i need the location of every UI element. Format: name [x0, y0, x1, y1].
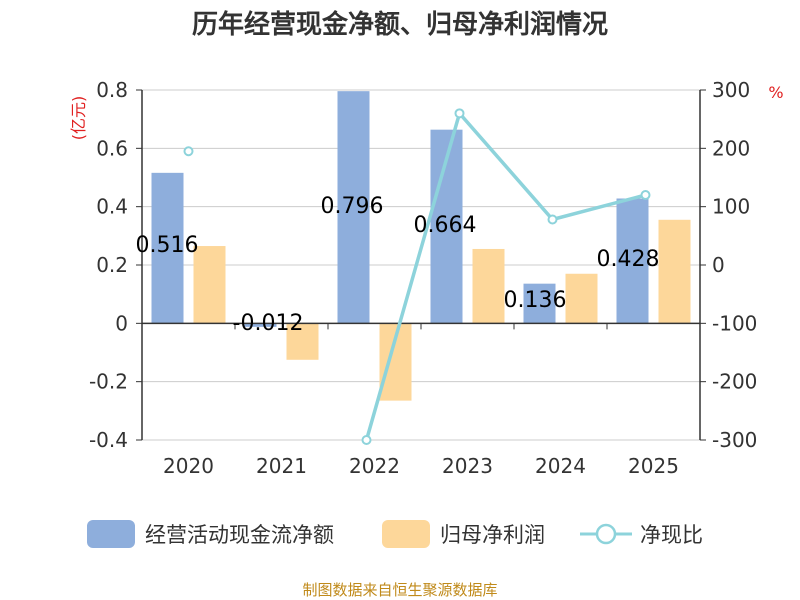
source-note: 制图数据来自恒生聚源数据库 — [302, 581, 497, 599]
ratio-polyline — [364, 109, 646, 441]
bar-经营活动现金流净额-2022 — [337, 91, 370, 324]
axes — [141, 90, 701, 440]
bar-归母净利润-2020 — [193, 246, 226, 324]
data-label-2025: 0.428 — [597, 247, 660, 272]
left-tick-label: 0.2 — [96, 253, 128, 277]
x-label-2022: 2022 — [349, 454, 400, 478]
x-label-2023: 2023 — [442, 454, 493, 478]
bar-经营活动现金流净额-2021 — [244, 323, 277, 327]
data-label-2021: -0.012 — [233, 311, 304, 336]
right-tick-label: -100 — [712, 311, 757, 335]
right-axis-unit: % — [768, 83, 783, 102]
data-label-2024: 0.136 — [504, 288, 567, 313]
x-axis-labels: 2020 2021 2022 2023 2024 2025 — [163, 454, 679, 478]
bar-经营活动现金流净额-2025 — [616, 198, 649, 324]
bar-归母净利润-2025 — [658, 219, 691, 324]
bar-经营活动现金流净额-2024 — [523, 283, 556, 324]
right-tick-label: 100 — [712, 195, 750, 219]
ratio-point-2024 — [547, 214, 558, 225]
right-tick-label: 200 — [712, 136, 750, 160]
data-label-2022: 0.796 — [321, 194, 384, 219]
ratio-point-2025 — [640, 190, 651, 200]
x-label-2025: 2025 — [628, 454, 679, 478]
right-tick-label: 300 — [712, 78, 750, 102]
right-tick-label: 0 — [712, 253, 725, 277]
left-tick-label: -0.4 — [89, 428, 128, 452]
data-labels: 0.516 -0.012 0.796 0.664 0.136 0.428 — [136, 194, 660, 336]
right-tick-label: -200 — [712, 370, 757, 394]
right-tick-label: -300 — [712, 428, 757, 452]
legend: 经营活动现金流净额 归母净利润 净现比 — [87, 520, 703, 548]
ratio-point-2023 — [454, 108, 465, 119]
chart-title: 历年经营现金净额、归母净利润情况 — [192, 9, 608, 40]
left-axis-unit: (亿元) — [69, 96, 88, 141]
x-label-2020: 2020 — [163, 454, 214, 478]
ratio-point-2022 — [361, 435, 372, 445]
x-label-2021: 2021 — [256, 454, 307, 478]
bars — [151, 91, 691, 401]
ratio-point-2020 — [183, 146, 194, 157]
legend-swatch-profit — [382, 520, 430, 548]
legend-label-profit: 归母净利润 — [440, 523, 545, 547]
left-tick-label: -0.2 — [89, 370, 128, 394]
left-tick-label: 0.4 — [96, 195, 128, 219]
ratio-line — [183, 108, 651, 445]
x-label-2024: 2024 — [535, 454, 586, 478]
left-tick-label: 0 — [115, 311, 128, 335]
bar-归母净利润-2023 — [472, 248, 505, 324]
legend-label-ratio: 净现比 — [640, 523, 703, 547]
legend-label-cashflow: 经营活动现金流净额 — [145, 523, 334, 547]
right-axis-ticks: 300 200 100 0 -100 -200 -300 — [700, 78, 757, 452]
legend-swatch-cashflow — [87, 520, 135, 548]
bar-经营活动现金流净额-2020 — [151, 172, 184, 324]
bar-归母净利润-2021 — [286, 323, 319, 360]
left-tick-label: 0.8 — [96, 78, 128, 102]
data-label-2023: 0.664 — [414, 213, 477, 238]
left-axis-ticks: 0.8 0.6 0.4 0.2 0 -0.2 -0.4 — [89, 78, 142, 452]
data-label-2020: 0.516 — [136, 233, 199, 258]
left-tick-label: 0.6 — [96, 136, 128, 160]
legend-marker-ratio — [595, 523, 617, 545]
bar-归母净利润-2024 — [565, 273, 598, 324]
